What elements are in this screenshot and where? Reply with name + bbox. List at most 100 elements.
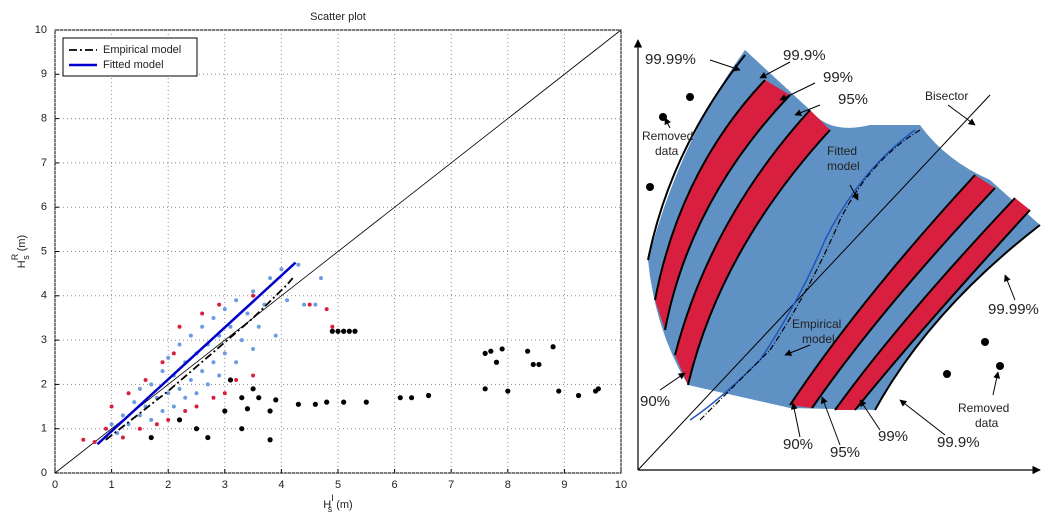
label: Removed (642, 129, 693, 143)
point (160, 369, 165, 374)
point (148, 434, 154, 441)
x-tick-label: 4 (278, 479, 284, 491)
point (245, 311, 250, 316)
red-band (790, 175, 995, 408)
legend-label: Fitted model (103, 59, 164, 71)
axis-label-part: H (16, 260, 28, 268)
point (239, 338, 244, 343)
y-tick-label: 8 (41, 113, 47, 125)
point (250, 386, 256, 392)
point (234, 360, 239, 365)
y-tick-label: 10 (35, 24, 47, 36)
point (251, 293, 256, 298)
point (251, 346, 256, 351)
axis-label-part: s (328, 504, 333, 514)
red-band (655, 80, 790, 330)
point (177, 324, 182, 329)
point (329, 328, 335, 334)
point (160, 360, 165, 365)
point (92, 439, 97, 444)
label: Fitted (827, 144, 857, 158)
label: data (975, 416, 999, 430)
point (211, 315, 216, 320)
point (330, 324, 335, 329)
label: 99% (878, 428, 908, 445)
point (205, 434, 211, 441)
point (228, 324, 233, 329)
point (143, 377, 148, 382)
point (211, 360, 216, 365)
point (160, 408, 165, 413)
point (346, 328, 352, 334)
point (324, 399, 330, 405)
label: 90% (640, 393, 670, 410)
point (244, 406, 251, 412)
y-tick-label: 3 (41, 334, 47, 346)
point (296, 262, 301, 267)
point (217, 302, 222, 307)
point (595, 386, 601, 392)
point (177, 342, 182, 347)
point (302, 302, 307, 307)
point (488, 348, 494, 354)
point (126, 391, 131, 396)
point (273, 397, 279, 403)
point (239, 426, 245, 432)
x-tick-label: 3 (222, 479, 228, 491)
quantile-curves (647, 54, 1041, 411)
x-tick-label: 0 (52, 479, 58, 491)
axis-label-part: H (323, 499, 331, 511)
x-tick-label: 8 (505, 479, 511, 491)
point (267, 408, 273, 414)
point (341, 399, 347, 405)
point (154, 422, 159, 427)
x-tick-label: 6 (392, 479, 398, 491)
point (525, 348, 531, 354)
point (194, 391, 199, 396)
y-tick-label: 6 (41, 201, 47, 213)
axis-label-part: (m) (336, 499, 353, 511)
point (530, 361, 536, 368)
point (319, 276, 324, 281)
x-tick-label: 5 (335, 479, 341, 491)
point (352, 328, 358, 334)
point (205, 382, 210, 387)
model-line (96, 261, 297, 446)
point (166, 355, 171, 360)
point (285, 298, 290, 303)
point (177, 386, 182, 391)
axis-label-part: (m) (16, 235, 28, 252)
point (188, 377, 193, 382)
x-tick-label: 9 (561, 479, 567, 491)
point (312, 401, 318, 407)
point (120, 413, 125, 418)
point (408, 395, 415, 401)
point (217, 373, 222, 378)
axis-label-part: R (10, 253, 20, 260)
diagram: 99.99% 99.9% 99% 95% Bisector Removed da… (633, 39, 1041, 475)
point (499, 346, 505, 352)
point (137, 413, 142, 418)
red-band (835, 198, 1030, 410)
point (200, 311, 205, 316)
point (335, 328, 341, 334)
legend-box (62, 37, 198, 77)
x-tick-label: 10 (615, 479, 627, 491)
axis-label: HI s (m) (323, 493, 352, 514)
y-tick-label: 7 (41, 157, 47, 169)
label: 90% (783, 436, 813, 453)
point (137, 426, 142, 431)
y-tick-label: 4 (41, 290, 47, 302)
label: Removed (958, 401, 1009, 415)
y-tick-label: 9 (41, 68, 47, 80)
point (222, 351, 227, 356)
axis-label-part: I (331, 493, 334, 503)
point (193, 426, 200, 432)
point (268, 276, 273, 281)
label: 99.99% (988, 301, 1039, 318)
point (149, 382, 154, 387)
point (397, 395, 403, 401)
point (176, 417, 183, 423)
point (536, 361, 542, 368)
